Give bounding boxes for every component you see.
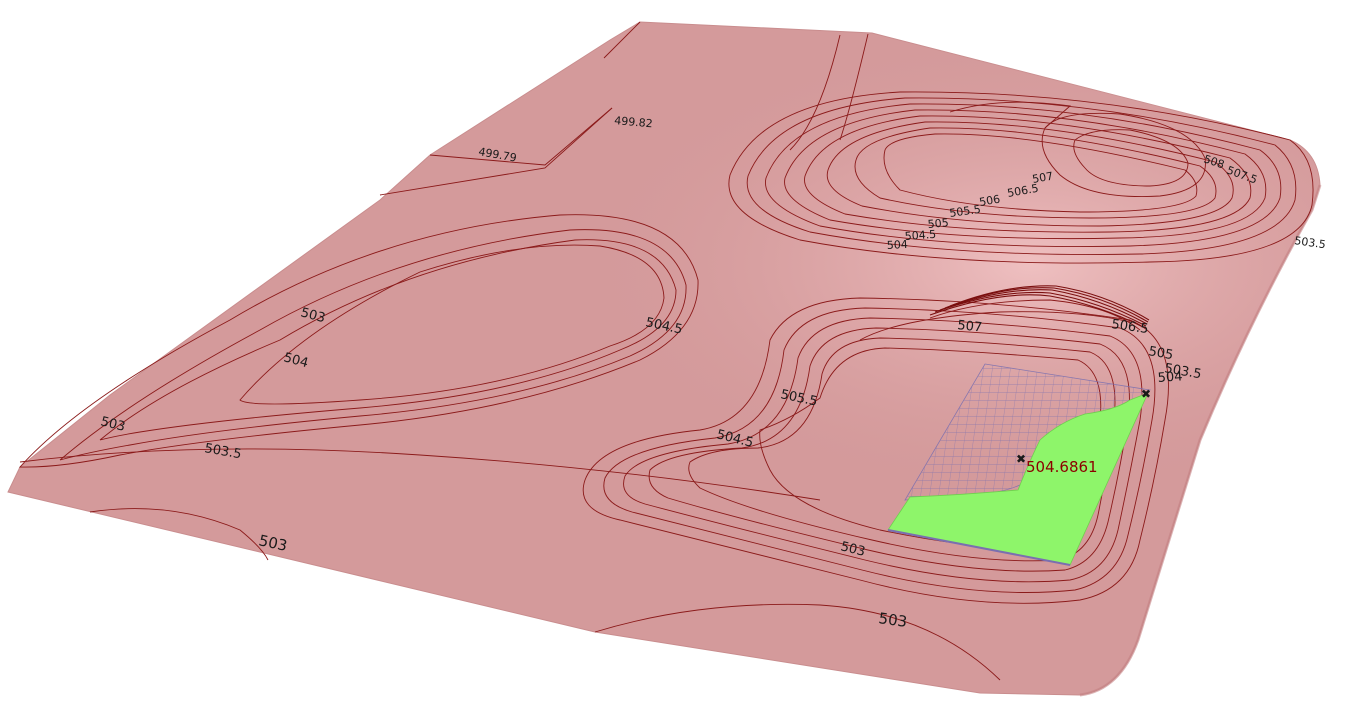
contour-line [789,33,869,151]
contour-label: 504 [886,238,908,252]
pad-edge [887,529,1071,566]
pad-corner-icon[interactable]: ✖ [1141,387,1151,401]
contour-label: 504.5 [904,228,936,243]
contour-label: 505 [1147,344,1174,363]
contour-label: 503 [839,539,867,560]
contour-label: 503 [99,414,127,435]
contour-label: 505.5 [949,203,982,220]
contour-label: 503.5 [1294,234,1327,251]
contour-label: 508 [1202,152,1226,171]
contour-label: 506.5 [1110,317,1149,337]
terrain-rim [1079,184,1322,697]
contour-label: 506.5 [1006,182,1039,200]
elevation-point[interactable]: ✖ 504.6861 [1016,452,1098,476]
contour-label: 505 [927,216,949,231]
elevation-point-label: 504.6861 [1026,458,1098,476]
contour-line [429,21,641,166]
contour-group-top-right [728,91,1314,264]
contour-labels: 499.82 499.79 507 506.5 506 505.5 505 50… [99,114,1327,631]
contour-group-ridge [929,285,1150,329]
building-pad[interactable]: ✖ [887,363,1151,566]
contour-label: 503.5 [1163,361,1202,382]
x-marker-icon[interactable]: ✖ [1016,452,1026,466]
contour-group-bottom [89,508,1001,681]
contour-label: 504 [1157,369,1183,386]
contour-label: 499.82 [614,114,653,130]
terrain-highlight [8,22,1320,695]
contour-label: 506 [978,193,1001,209]
contour-label: 507 [957,318,983,336]
contour-label: 503.5 [203,441,242,462]
contour-group-left [19,214,821,501]
contour-label: 503 [877,609,908,631]
contour-label: 507 [1031,170,1054,186]
pad-surface [887,392,1149,566]
contour-line [379,107,613,196]
contour-label: 503 [257,531,289,555]
contour-label: 503 [299,305,327,326]
contour-label: 504 [282,350,310,371]
